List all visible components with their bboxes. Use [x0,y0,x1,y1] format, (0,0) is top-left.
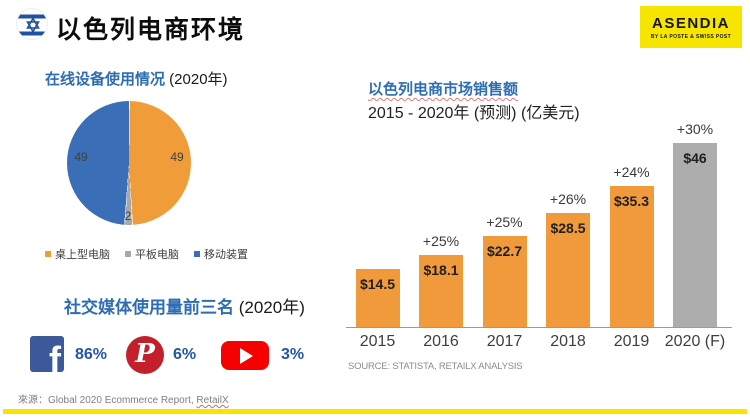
youtube-icon [221,341,269,370]
x-axis-label: 2020 (F) [664,333,726,350]
bar-rect: $18.1 [419,254,463,327]
asendia-logo-tagline: BY LA POSTE & SWISS POST [650,33,732,40]
legend-label: 桌上型电脑 [55,249,110,261]
bar-growth-label: +24% [613,163,650,180]
facebook-usage-value: 86% [75,346,108,363]
pie-value-desktop: 49 [170,150,184,164]
pinterest-usage-value: 6% [173,346,197,363]
pie-value-mobile: 49 [74,150,88,164]
device-usage-title-year: (2020年) [165,71,228,88]
x-axis-label: 2019 [613,333,650,350]
device-usage-title-text: 在线设备使用情况 [45,71,166,88]
bar-growth-label: +30% [676,121,714,137]
facebook-icon: f [30,336,64,372]
bar-column: +25% $18.1 [419,233,463,327]
footer-source-text: Global 2020 Ecommerce Report, [48,395,197,406]
youtube-play-glyph [240,347,253,364]
bar-value-label: $28.5 [550,220,586,236]
legend-label: 移动装置 [204,249,248,261]
legend-color-swatch [194,251,200,257]
facebook-f-glyph: f [49,339,61,372]
bar-column: $14.5 [355,269,400,327]
page-title: 以色列电商环境 [56,16,246,44]
x-axis-label: 2016 [423,333,459,350]
legend-item: 平板电脑 [125,246,179,262]
bottom-yellow-bar [3,409,747,414]
legend-color-swatch [45,251,51,257]
footer-source-link[interactable]: RetailX [196,395,229,406]
bar-value-label: $35.3 [613,192,650,209]
social-usage-title: 社交媒体使用量前三名 (2020年) [64,293,305,318]
x-axis-line [346,327,732,328]
footer-source-label: 來源： [18,395,48,406]
pie-value-tablet: 2 [124,209,132,223]
bar-value-label: $14.5 [359,276,396,292]
legend-color-swatch [125,251,131,257]
bar-growth-label: +26% [549,191,587,207]
footer-source: 來源：Global 2020 Ecommerce Report, RetailX [18,391,229,406]
asendia-logo: ASENDIA BY LA POSTE & SWISS POST [640,6,742,48]
social-usage-title-text: 社交媒体使用量前三名 [64,298,234,317]
bar-column: +24% $35.3 [609,164,654,327]
sales-chart-title: 以色列电商市场销售额 [368,81,519,98]
sales-chart-subtitle: 2015 - 2020年 (预测) (亿美元) [368,105,580,122]
bar-column: +30% $46 [673,121,717,327]
asendia-logo-name: ASENDIA [651,14,730,32]
bar-value-label: $46 [683,150,707,166]
bar-value-label: $22.7 [486,243,523,260]
social-usage-title-year: (2020年) [234,298,305,317]
pinterest-p-glyph: P [135,339,155,369]
legend-item: 移动装置 [194,246,248,262]
bar-value-label: $18.1 [423,261,459,278]
bar-rect: $35.3 [609,185,654,327]
pinterest-icon: P [126,336,164,374]
device-pie-legend: 桌上型电脑 平板电脑 移动装置 [45,246,248,262]
bar-column: +25% $22.7 [482,214,527,327]
bar-growth-label: +25% [422,232,460,249]
bar-rect: $46 [673,143,717,327]
bar-column: +26% $28.5 [546,191,590,327]
bar-rect: $14.5 [355,269,400,327]
bar-rect: $28.5 [546,213,590,327]
x-axis-label: 2017 [486,333,523,350]
legend-label: 平板电脑 [135,249,179,261]
device-pie-chart: 49 2 49 [67,101,191,225]
sales-bar-chart: $14.5 2015 +25% $18.1 2016 +25% $22.7 2017 +26% $… [346,118,732,350]
sales-chart-source: SOURCE: STATISTA, RETAILX ANALYSIS [348,361,523,372]
youtube-usage-value: 3% [281,346,305,363]
x-axis-label: 2015 [359,333,396,350]
israel-flag-icon [16,8,48,40]
bar-growth-label: +25% [486,214,523,231]
legend-item: 桌上型电脑 [45,246,110,262]
x-axis-label: 2018 [550,333,586,350]
bar-rect: $22.7 [482,236,527,327]
device-usage-title: 在线设备使用情况 (2020年) [45,68,228,89]
